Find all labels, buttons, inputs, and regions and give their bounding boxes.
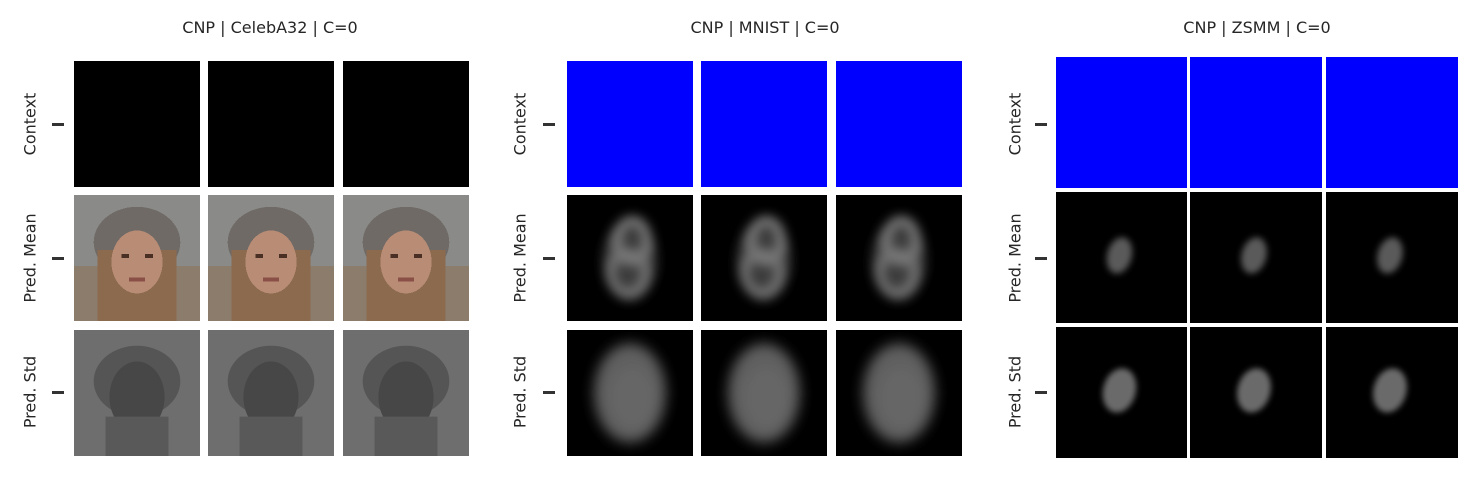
row-label-pred-mean: Pred. Mean xyxy=(510,213,530,303)
panel-zsmm: CNP | ZSMM | C=0 Context Pred. Mean Pred… xyxy=(985,0,1481,484)
context-image xyxy=(1056,57,1187,188)
pred-mean-image xyxy=(567,195,693,321)
context-image xyxy=(701,61,827,187)
pred-mean-image xyxy=(343,195,469,321)
panel-celeba: CNP | CelebA32 | C=0 Context Pred. Mean … xyxy=(0,0,480,484)
row-label-pred-std: Pred. Std xyxy=(510,355,530,429)
pred-std-image xyxy=(1056,327,1187,458)
row-label-pred-std: Pred. Std xyxy=(1005,355,1025,429)
row-tick xyxy=(1035,257,1047,260)
pred-std-image xyxy=(343,330,469,456)
context-image xyxy=(208,61,334,187)
row-label-context: Context xyxy=(510,92,530,156)
pred-std-image xyxy=(1190,327,1322,458)
pred-std-image xyxy=(567,330,693,456)
panel-mnist: CNP | MNIST | C=0 Context Pred. Mean Pre… xyxy=(490,0,980,484)
pred-mean-image xyxy=(701,195,827,321)
panel-title: CNP | CelebA32 | C=0 xyxy=(182,18,358,37)
pred-mean-image xyxy=(1326,192,1458,323)
row-label-pred-std: Pred. Std xyxy=(20,355,40,429)
row-tick xyxy=(1035,391,1047,394)
pred-mean-image xyxy=(208,195,334,321)
row-tick xyxy=(1035,123,1047,126)
context-image xyxy=(836,61,962,187)
context-image xyxy=(74,61,200,187)
row-label-context: Context xyxy=(20,92,40,156)
row-label-context: Context xyxy=(1005,92,1025,156)
panel-title: CNP | MNIST | C=0 xyxy=(690,18,840,37)
panel-title: CNP | ZSMM | C=0 xyxy=(1183,18,1331,37)
row-tick xyxy=(543,391,555,394)
pred-mean-image xyxy=(1056,192,1187,323)
pred-mean-image xyxy=(74,195,200,321)
pred-mean-image xyxy=(836,195,962,321)
context-image xyxy=(1326,57,1458,188)
row-tick xyxy=(52,391,64,394)
pred-std-image xyxy=(74,330,200,456)
row-label-pred-mean: Pred. Mean xyxy=(20,213,40,303)
context-image xyxy=(567,61,693,187)
context-image xyxy=(1190,57,1322,188)
row-tick xyxy=(543,257,555,260)
pred-std-image xyxy=(836,330,962,456)
pred-std-image xyxy=(208,330,334,456)
pred-mean-image xyxy=(1190,192,1322,323)
pred-std-image xyxy=(701,330,827,456)
pred-std-image xyxy=(1326,327,1458,458)
row-tick xyxy=(52,123,64,126)
context-image xyxy=(343,61,469,187)
row-tick xyxy=(543,123,555,126)
row-label-pred-mean: Pred. Mean xyxy=(1005,213,1025,303)
row-tick xyxy=(52,257,64,260)
